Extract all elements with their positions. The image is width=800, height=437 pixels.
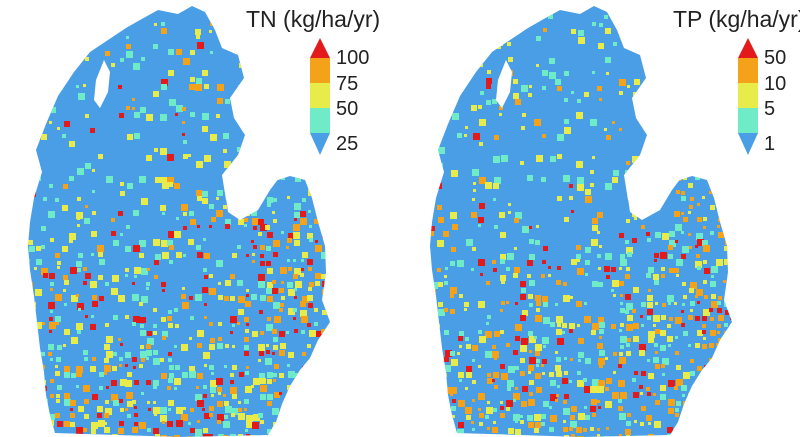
tn-legend-min-arrow [310,133,330,155]
tp-legend-min-arrow [738,133,758,155]
tn-legend-bar [310,38,330,155]
tp-saginaw-bay [628,174,684,220]
tp-legend-title: TP (kg/ha/yr) [673,6,800,32]
tp-legend-mid-swatch [738,83,758,108]
tp-legend-tick-5: 5 [764,98,776,120]
tp-legend-bar [738,38,758,155]
tn-saginaw-bay [226,174,282,220]
tp-legend-tick-10: 10 [764,73,787,95]
tn-legend-title: TN (kg/ha/yr) [246,6,381,32]
tp-legend-max-arrow [738,38,758,58]
tn-legend-low-swatch [310,108,330,133]
tp-legend-low-swatch [738,108,758,133]
tn-legend-tick-50: 50 [336,98,359,120]
tp-lake-michigan-bay [496,60,512,108]
tp-legend-tick-1: 1 [764,133,776,155]
tn-legend-tick-75: 75 [336,73,359,95]
tn-legend-max-arrow [310,38,330,58]
tn-legend-tick-100: 100 [336,47,370,69]
tn-legend-tick-25: 25 [336,133,359,155]
tn-legend-mid-swatch [310,83,330,108]
tp-map [430,6,732,437]
tn-map [28,6,330,437]
tn-lake-michigan-bay [94,60,110,108]
tp-legend-high-swatch [738,58,758,83]
tp-legend-tick-50: 50 [764,47,787,69]
tn-legend-high-swatch [310,58,330,83]
